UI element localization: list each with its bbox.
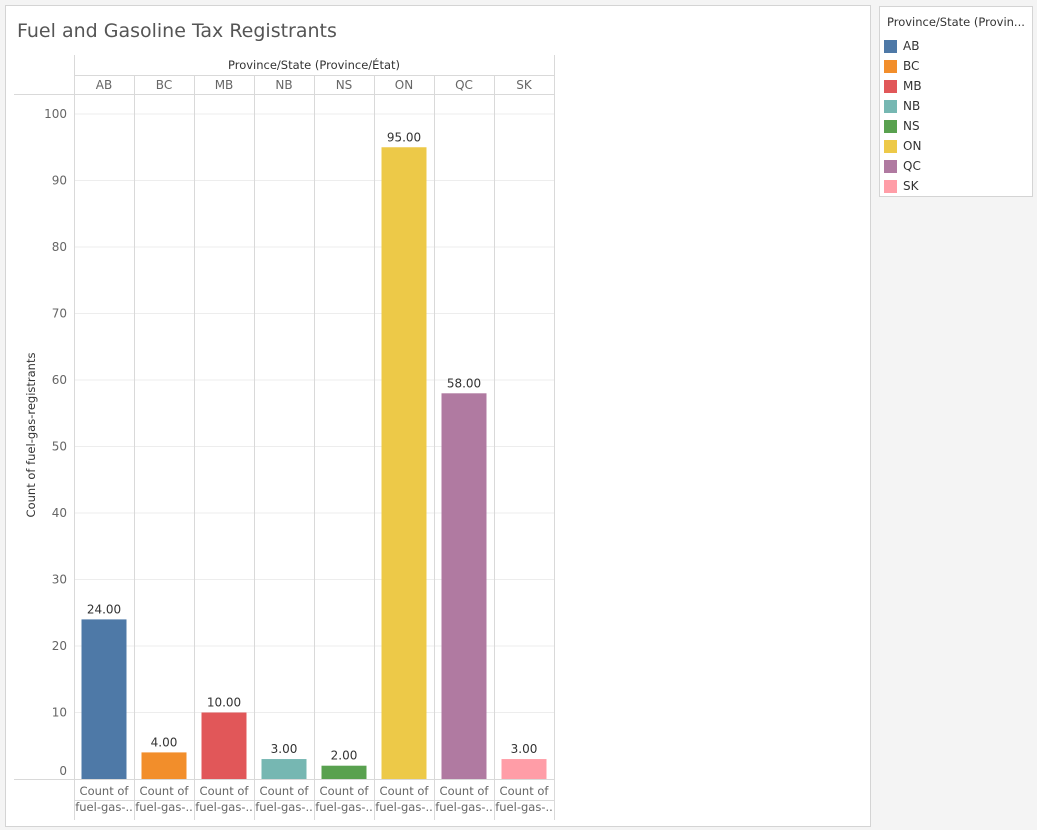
bottom-label-line2: fuel-gas-.. bbox=[375, 800, 433, 814]
bottom-label-line1: Count of bbox=[320, 784, 370, 798]
bar-sk[interactable] bbox=[501, 759, 547, 779]
bottom-label-line2: fuel-gas-.. bbox=[315, 800, 373, 814]
chart-structure bbox=[14, 55, 555, 820]
legend-label: NB bbox=[903, 99, 921, 113]
y-axis-ticks: 0 10 20 30 40 50 60 70 80 90 100 bbox=[44, 107, 67, 778]
bottom-label-line1: Count of bbox=[80, 784, 130, 798]
bottom-label-line1: Count of bbox=[260, 784, 310, 798]
bar-ab[interactable] bbox=[81, 619, 127, 779]
bottom-label-line1: Count of bbox=[500, 784, 550, 798]
bar-qc[interactable] bbox=[441, 393, 487, 779]
y-axis-title: Count of fuel-gas-registrants bbox=[24, 353, 38, 518]
y-tick-label: 30 bbox=[52, 573, 67, 587]
legend-swatch bbox=[884, 39, 897, 53]
legend-swatch bbox=[884, 119, 897, 133]
bar-chart: Province/State (Province/État) Count of … bbox=[14, 55, 555, 820]
legend-item-mb[interactable]: MB bbox=[880, 76, 1032, 96]
legend-item-ns[interactable]: NS bbox=[880, 116, 1032, 136]
y-tick-label: 60 bbox=[52, 373, 67, 387]
chart-title: Fuel and Gasoline Tax Registrants bbox=[17, 20, 337, 42]
legend-item-on[interactable]: ON bbox=[880, 136, 1032, 156]
y-tick-label: 90 bbox=[52, 174, 67, 188]
category-header-sk: SK bbox=[516, 78, 533, 92]
category-header-nb: NB bbox=[275, 78, 292, 92]
y-tick-label: 40 bbox=[52, 506, 67, 520]
bottom-label-line1: Count of bbox=[380, 784, 430, 798]
legend-items: AB BC MB NB NS ON QC SK bbox=[880, 36, 1032, 196]
value-label-ns: 2.00 bbox=[331, 749, 358, 763]
bottom-label-line1: Count of bbox=[440, 784, 490, 798]
legend-swatch bbox=[884, 79, 897, 93]
legend-label: MB bbox=[903, 79, 922, 93]
bottom-label-line2: fuel-gas-.. bbox=[435, 800, 493, 814]
legend[interactable]: Province/State (Provin... AB BC MB NB NS ON QC… bbox=[879, 6, 1033, 197]
legend-swatch bbox=[884, 99, 897, 113]
legend-label: QC bbox=[903, 159, 921, 173]
bottom-labels: Count of fuel-gas-.. Count of fuel-gas-.. Co… bbox=[75, 784, 553, 814]
legend-item-ab[interactable]: AB bbox=[880, 36, 1032, 56]
bar-nb[interactable] bbox=[261, 759, 307, 779]
y-tick-label: 20 bbox=[52, 639, 67, 653]
y-tick-label: 10 bbox=[52, 706, 67, 720]
column-header: Province/State (Province/État) bbox=[228, 57, 400, 72]
legend-title: Province/State (Provin... bbox=[887, 15, 1025, 29]
dashboard-panel: Fuel and Gasoline Tax Registrants bbox=[5, 5, 871, 827]
bottom-label-line1: Count of bbox=[200, 784, 250, 798]
value-label-ab: 24.00 bbox=[87, 602, 121, 616]
legend-item-sk[interactable]: SK bbox=[880, 176, 1032, 196]
legend-item-qc[interactable]: QC bbox=[880, 156, 1032, 176]
y-tick-label: 0 bbox=[59, 764, 67, 778]
category-headers: AB BC MB NB NS ON QC SK bbox=[96, 78, 533, 92]
bar-mb[interactable] bbox=[201, 712, 247, 780]
legend-item-bc[interactable]: BC bbox=[880, 56, 1032, 76]
category-header-mb: MB bbox=[215, 78, 234, 92]
legend-label: BC bbox=[903, 59, 920, 73]
y-tick-label: 100 bbox=[44, 107, 67, 121]
bar-ns[interactable] bbox=[321, 765, 367, 779]
legend-swatch bbox=[884, 179, 897, 193]
y-tick-label: 70 bbox=[52, 307, 67, 321]
legend-swatch bbox=[884, 59, 897, 73]
bottom-label-line2: fuel-gas-.. bbox=[75, 800, 133, 814]
bars bbox=[81, 147, 547, 780]
value-label-sk: 3.00 bbox=[511, 742, 538, 756]
legend-swatch bbox=[884, 139, 897, 153]
bottom-label-line2: fuel-gas-.. bbox=[255, 800, 313, 814]
category-header-on: ON bbox=[395, 78, 413, 92]
bottom-label-line2: fuel-gas-.. bbox=[495, 800, 553, 814]
value-label-nb: 3.00 bbox=[271, 742, 298, 756]
category-header-qc: QC bbox=[455, 78, 473, 92]
legend-label: SK bbox=[903, 179, 919, 193]
value-label-qc: 58.00 bbox=[447, 376, 481, 390]
y-tick-label: 50 bbox=[52, 440, 67, 454]
bottom-label-line2: fuel-gas-.. bbox=[135, 800, 193, 814]
category-header-ns: NS bbox=[336, 78, 353, 92]
legend-item-nb[interactable]: NB bbox=[880, 96, 1032, 116]
bottom-label-line1: Count of bbox=[140, 784, 190, 798]
bar-on[interactable] bbox=[381, 147, 427, 779]
category-header-bc: BC bbox=[156, 78, 172, 92]
category-header-ab: AB bbox=[96, 78, 112, 92]
legend-label: AB bbox=[903, 39, 920, 53]
value-label-on: 95.00 bbox=[387, 130, 421, 144]
bottom-label-line2: fuel-gas-.. bbox=[195, 800, 253, 814]
legend-label: NS bbox=[903, 119, 920, 133]
value-label-mb: 10.00 bbox=[207, 696, 241, 710]
legend-label: ON bbox=[903, 139, 922, 153]
value-labels: 24.00 4.00 10.00 3.00 2.00 95.00 58.00 3.00 bbox=[87, 130, 538, 762]
y-tick-label: 80 bbox=[52, 240, 67, 254]
bar-bc[interactable] bbox=[141, 752, 187, 779]
legend-swatch bbox=[884, 159, 897, 173]
value-label-bc: 4.00 bbox=[151, 735, 178, 749]
